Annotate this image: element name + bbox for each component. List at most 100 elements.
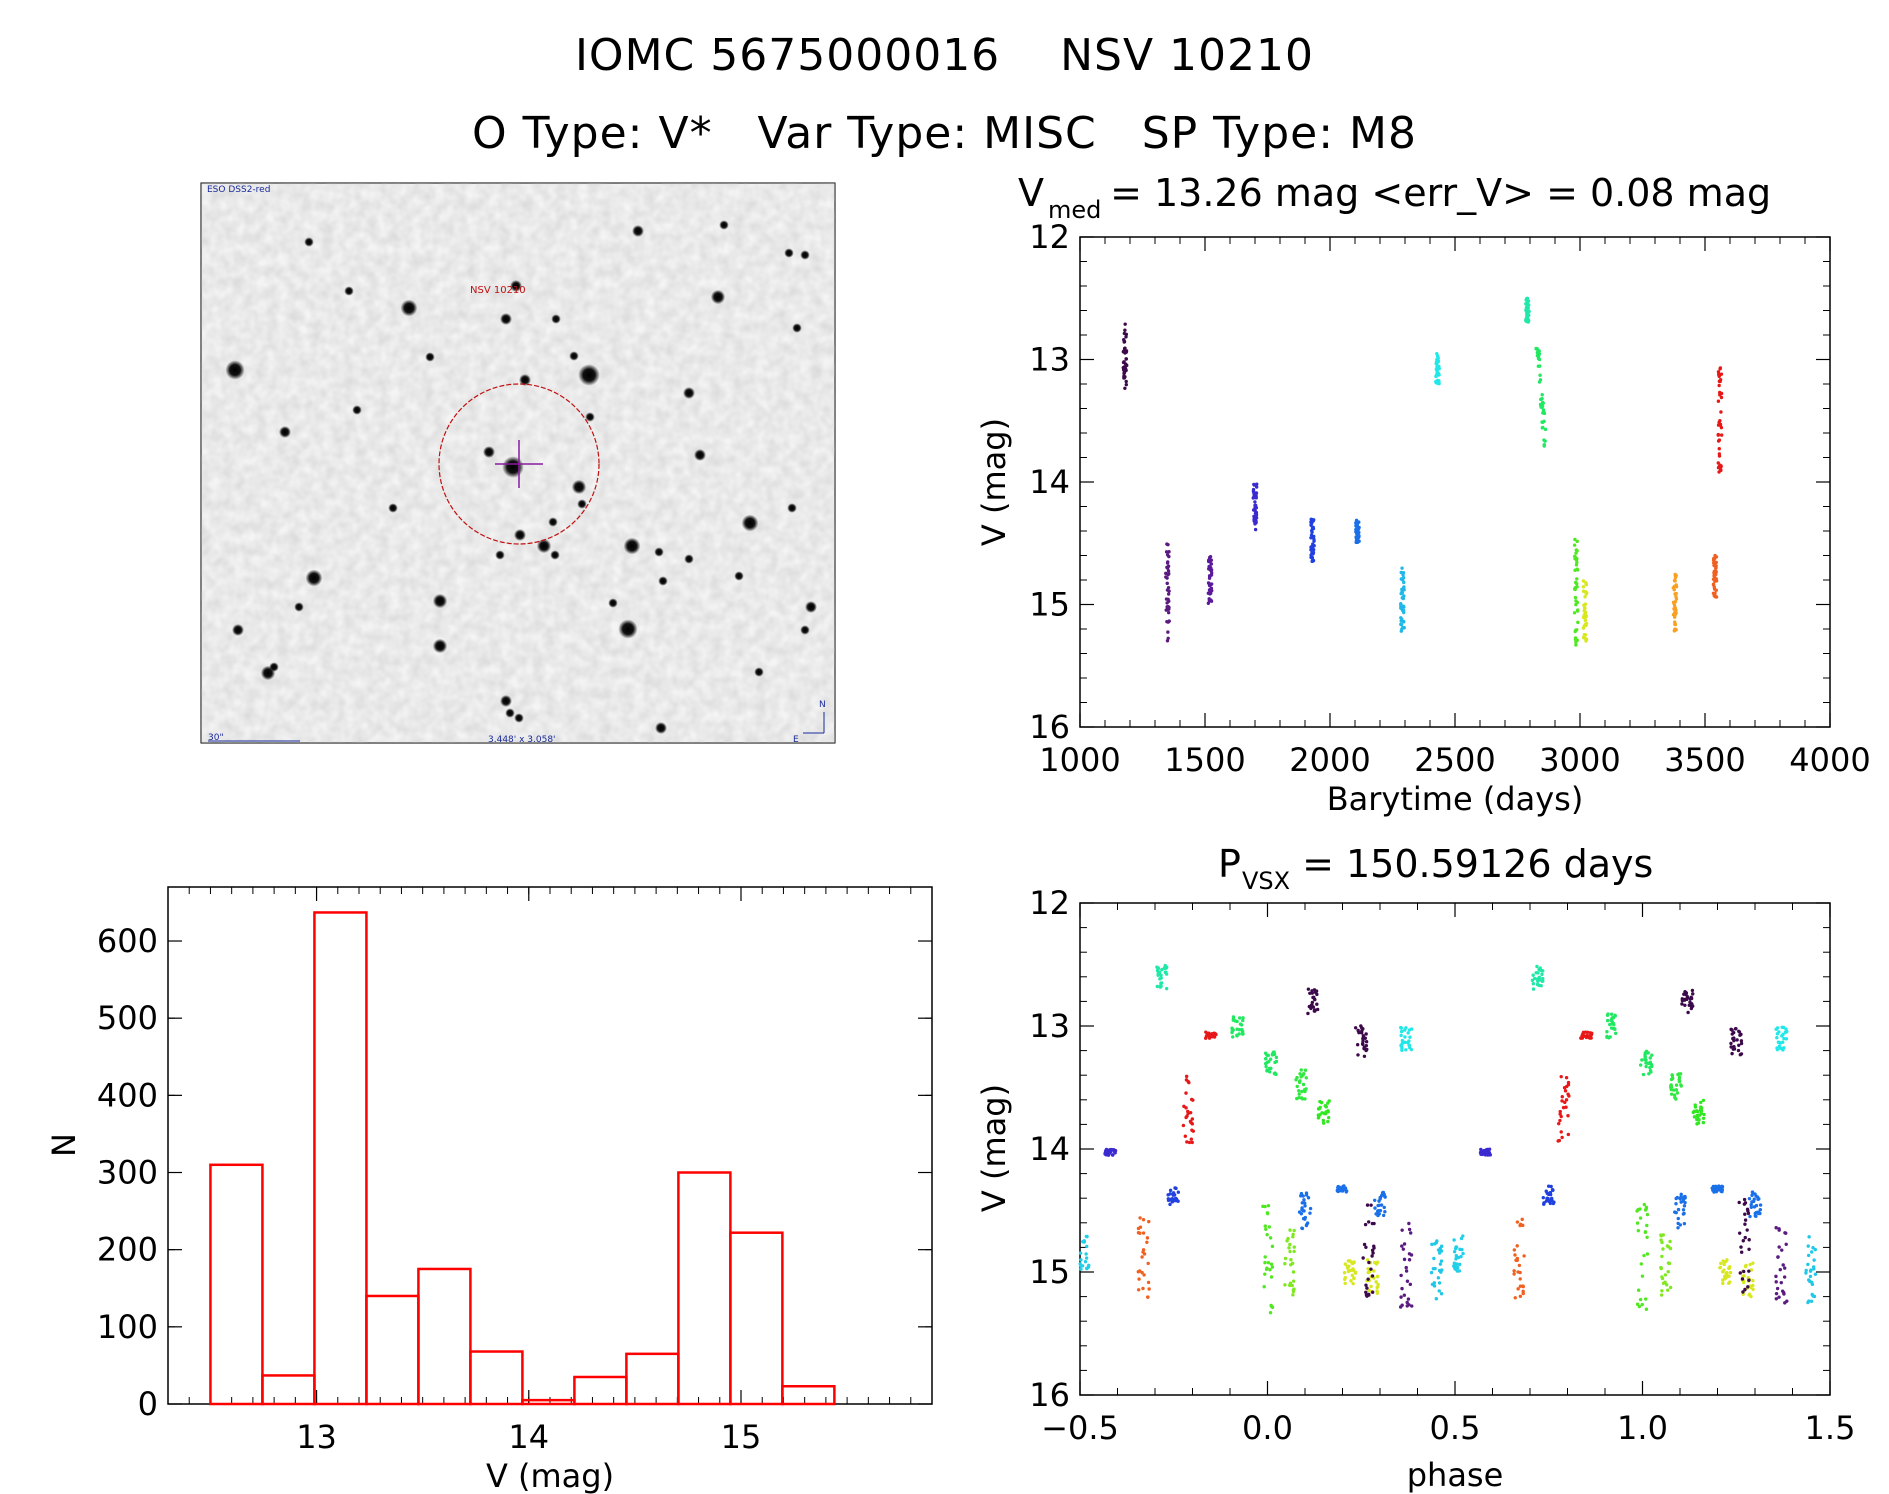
lightcurve-point bbox=[1402, 610, 1406, 615]
lightcurve-point bbox=[1166, 572, 1170, 577]
phased-point bbox=[1720, 1270, 1725, 1274]
phased-xtick-label: 0.5 bbox=[1430, 1409, 1481, 1447]
phased-title-main: P bbox=[1218, 842, 1241, 886]
lightcurve-xtick-label: 3000 bbox=[1539, 741, 1620, 779]
phased-point bbox=[1643, 1208, 1648, 1212]
phased-point bbox=[1306, 1196, 1311, 1200]
phased-point bbox=[1659, 1265, 1663, 1270]
phased-point bbox=[1355, 1042, 1360, 1047]
finder-star bbox=[294, 602, 304, 612]
lightcurve-point bbox=[1311, 542, 1315, 546]
phased-point bbox=[1701, 1116, 1706, 1120]
phased-point bbox=[1583, 1030, 1588, 1034]
phased-point bbox=[1302, 1088, 1307, 1092]
lightcurve-point bbox=[1574, 643, 1578, 647]
phased-point bbox=[1645, 1252, 1650, 1256]
phased-point bbox=[1264, 1057, 1268, 1061]
phased-point bbox=[1779, 1280, 1783, 1285]
lightcurve-point bbox=[1253, 509, 1257, 513]
phased-point bbox=[1231, 1035, 1235, 1039]
lightcurve-ytick-label: 16 bbox=[1029, 708, 1070, 746]
phased-point bbox=[1718, 1265, 1722, 1270]
phased-point bbox=[1813, 1247, 1817, 1252]
phased-point bbox=[1613, 1027, 1617, 1031]
finder-star bbox=[432, 593, 448, 609]
phased-point bbox=[1668, 1239, 1672, 1244]
phased-point bbox=[1137, 1269, 1142, 1273]
phased-point bbox=[1512, 1272, 1516, 1276]
phased-point bbox=[1164, 986, 1169, 991]
phased-point bbox=[1698, 1107, 1703, 1112]
phased-point bbox=[1517, 1263, 1522, 1268]
finder-star bbox=[548, 517, 558, 527]
lightcurve-point bbox=[1124, 382, 1128, 387]
histogram-ylabel: N bbox=[45, 1133, 83, 1157]
lightcurve-point bbox=[1165, 607, 1169, 612]
lightcurve-point bbox=[1124, 379, 1128, 384]
phased-point bbox=[1674, 1196, 1678, 1201]
phased-point bbox=[1806, 1244, 1810, 1248]
phased-point bbox=[1739, 1052, 1744, 1056]
phased-point bbox=[1740, 1277, 1745, 1281]
histogram-bar bbox=[313, 911, 368, 1406]
phased-point bbox=[1666, 1288, 1670, 1292]
lightcurve-point bbox=[1209, 598, 1213, 602]
phased-point bbox=[1342, 1271, 1347, 1275]
phased-point bbox=[1436, 1276, 1441, 1280]
lightcurve-point bbox=[1541, 408, 1546, 412]
phased-point bbox=[1291, 1289, 1296, 1294]
phased-ytick-label: 13 bbox=[1029, 1007, 1070, 1045]
phased-point bbox=[1137, 1277, 1141, 1281]
phased-point bbox=[1645, 1212, 1650, 1217]
lightcurve-point bbox=[1435, 354, 1440, 358]
phased-point bbox=[1550, 1187, 1555, 1192]
phased-point bbox=[1353, 1270, 1358, 1275]
phased-point bbox=[1299, 1191, 1304, 1196]
phased-point bbox=[1381, 1190, 1386, 1195]
phased-point bbox=[1267, 1070, 1272, 1074]
lightcurve-point bbox=[1716, 370, 1721, 374]
phased-point bbox=[1561, 1105, 1566, 1110]
phased-point bbox=[1676, 1207, 1681, 1212]
phased-point bbox=[1439, 1259, 1444, 1263]
lightcurve-point bbox=[1436, 360, 1440, 364]
lightcurve-point bbox=[1574, 602, 1578, 607]
phased-point bbox=[1315, 1007, 1320, 1012]
phased-point bbox=[1304, 1223, 1309, 1228]
phased-point bbox=[1287, 1283, 1292, 1288]
phased-point bbox=[1515, 1220, 1520, 1224]
phased-point bbox=[1676, 1221, 1680, 1226]
phased-point bbox=[1288, 1249, 1292, 1254]
phased-point bbox=[1406, 1297, 1411, 1301]
lightcurve-point bbox=[1674, 573, 1678, 578]
phased-point bbox=[1265, 1211, 1270, 1215]
phased-point bbox=[1605, 1030, 1609, 1034]
phased-point bbox=[1637, 1304, 1642, 1309]
phased-point bbox=[1298, 1079, 1302, 1083]
lightcurve-point bbox=[1124, 357, 1128, 361]
phased-point bbox=[1751, 1283, 1755, 1288]
finder-star bbox=[577, 499, 587, 509]
histogram-ytick-label: 200 bbox=[97, 1231, 158, 1269]
finder-star bbox=[483, 446, 495, 458]
finder-star bbox=[536, 538, 552, 554]
phased-point bbox=[1566, 1092, 1570, 1096]
phased-point bbox=[1188, 1110, 1193, 1115]
phased-point bbox=[1184, 1074, 1189, 1079]
phased-xlabel: phase bbox=[1407, 1456, 1504, 1494]
phased-point bbox=[1748, 1262, 1752, 1267]
phased-point bbox=[1268, 1268, 1272, 1272]
phased-point bbox=[1774, 1027, 1778, 1031]
lightcurve-point bbox=[1575, 539, 1579, 544]
phased-point bbox=[1299, 1068, 1303, 1072]
phased-point bbox=[1084, 1256, 1089, 1260]
lightcurve-point bbox=[1402, 626, 1406, 630]
lightcurve-point bbox=[1573, 555, 1577, 559]
phased-ytick-label: 16 bbox=[1029, 1376, 1070, 1414]
phased-point bbox=[1138, 1231, 1142, 1235]
phased-title-sub: VSX bbox=[1242, 867, 1290, 895]
finder-star bbox=[694, 449, 706, 461]
phased-point bbox=[1402, 1028, 1407, 1032]
lightcurve-point bbox=[1399, 623, 1404, 627]
finder-star bbox=[655, 722, 667, 734]
